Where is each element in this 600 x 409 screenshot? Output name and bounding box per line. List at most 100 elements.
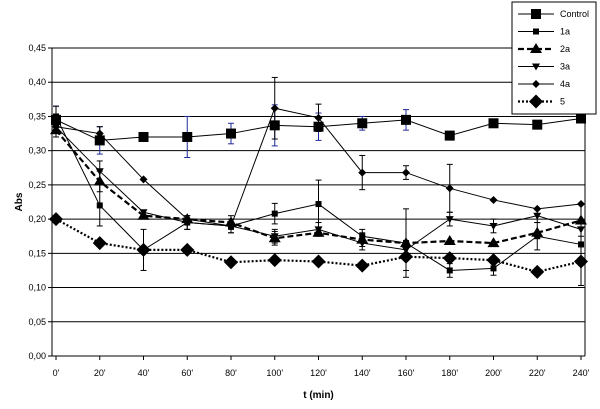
data-point — [533, 212, 542, 220]
data-point — [486, 253, 501, 268]
data-point — [227, 221, 235, 230]
data-point — [532, 119, 543, 130]
legend-entry: 4a — [518, 79, 570, 89]
legend-label: 2a — [560, 44, 570, 54]
x-tick-label: 140' — [354, 368, 371, 378]
series-4a — [52, 76, 585, 230]
data-point — [445, 216, 454, 224]
legend-marker — [532, 80, 540, 88]
legend-label: 5 — [560, 97, 565, 107]
legend-entry: 5 — [518, 94, 565, 109]
data-point — [445, 184, 454, 193]
data-point — [401, 114, 411, 125]
x-tick-label: 240' — [573, 368, 590, 378]
y-tick-label: 0,15 — [28, 248, 46, 258]
data-point — [270, 104, 279, 113]
legend-marker — [532, 63, 540, 71]
data-point — [315, 201, 322, 208]
legend-entry: 1a — [518, 27, 570, 37]
y-axis-title: Abs — [14, 192, 25, 211]
data-point — [489, 195, 498, 204]
x-tick-label: 60' — [181, 368, 193, 378]
legend-marker — [530, 43, 542, 53]
y-tick-label: 0,25 — [28, 180, 46, 190]
series-5 — [49, 212, 588, 279]
data-point — [530, 264, 545, 279]
legend-marker — [531, 9, 541, 19]
legend-label: Control — [560, 9, 589, 19]
x-tick-label: 80' — [225, 368, 237, 378]
data-point — [270, 233, 279, 241]
data-point — [577, 226, 585, 234]
data-point — [138, 131, 149, 142]
data-point — [139, 209, 148, 217]
data-point — [402, 168, 410, 177]
y-tick-label: 0,00 — [28, 351, 46, 361]
data-point — [52, 122, 60, 131]
data-point — [96, 202, 103, 209]
data-point — [488, 118, 499, 129]
legend-label: 1a — [560, 27, 570, 37]
y-tick-label: 0,10 — [28, 283, 46, 293]
data-point — [271, 210, 278, 217]
data-point — [92, 236, 107, 251]
y-tick-label: 0,30 — [28, 146, 46, 156]
data-point — [314, 226, 323, 234]
data-point — [531, 226, 544, 237]
data-point — [574, 254, 588, 269]
data-point — [180, 242, 195, 257]
x-tick-label: 20' — [94, 368, 106, 378]
data-point — [487, 237, 500, 248]
legend-marker — [533, 28, 539, 35]
data-point — [224, 255, 238, 270]
x-tick-label: 0' — [53, 368, 60, 378]
data-point — [400, 237, 412, 248]
data-point — [311, 254, 326, 269]
legend-marker — [529, 94, 543, 109]
data-point — [443, 235, 456, 246]
data-point — [358, 240, 367, 248]
data-point — [314, 113, 323, 122]
legend: Control 1a 2a 3a 4a 5 — [511, 1, 597, 115]
data-point — [183, 215, 192, 224]
x-tick-label: 40' — [138, 368, 150, 378]
x-tick-label: 180' — [441, 368, 458, 378]
y-tick-label: 0,35 — [28, 111, 46, 121]
tick-labels: 0,00 0,05 0,10 0,15 0,20 0,25 0,30 0,35 0,40 0,45… — [28, 43, 589, 378]
data-point — [95, 129, 104, 138]
data-point — [489, 222, 498, 230]
data-point — [95, 168, 104, 176]
series-group — [49, 76, 588, 287]
data-point — [136, 242, 151, 257]
data-point — [578, 241, 584, 248]
y-tick-label: 0,45 — [28, 43, 46, 53]
x-tick-label: 120' — [310, 368, 327, 378]
legend-entry: 3a — [518, 62, 570, 72]
data-point — [357, 118, 368, 129]
legend-entry: Control — [518, 9, 589, 19]
data-point — [358, 168, 367, 177]
data-point — [442, 251, 457, 266]
x-axis-title: t (min) — [303, 390, 334, 401]
x-tick-label: 200' — [485, 368, 502, 378]
data-point — [355, 258, 370, 273]
data-point — [576, 113, 586, 124]
y-tick-label: 0,40 — [28, 77, 46, 87]
x-tick-label: 100' — [266, 368, 283, 378]
data-point — [226, 128, 236, 139]
data-point — [444, 130, 455, 141]
data-point — [446, 267, 453, 274]
data-point — [399, 249, 413, 264]
y-tick-label: 0,05 — [28, 317, 46, 327]
x-tick-label: 160' — [398, 368, 415, 378]
legend-box — [511, 1, 597, 115]
legend-label: 4a — [560, 79, 570, 89]
data-point — [49, 212, 63, 227]
data-point — [139, 175, 148, 184]
data-point — [490, 265, 497, 272]
data-point — [53, 113, 59, 120]
data-point — [575, 214, 587, 225]
